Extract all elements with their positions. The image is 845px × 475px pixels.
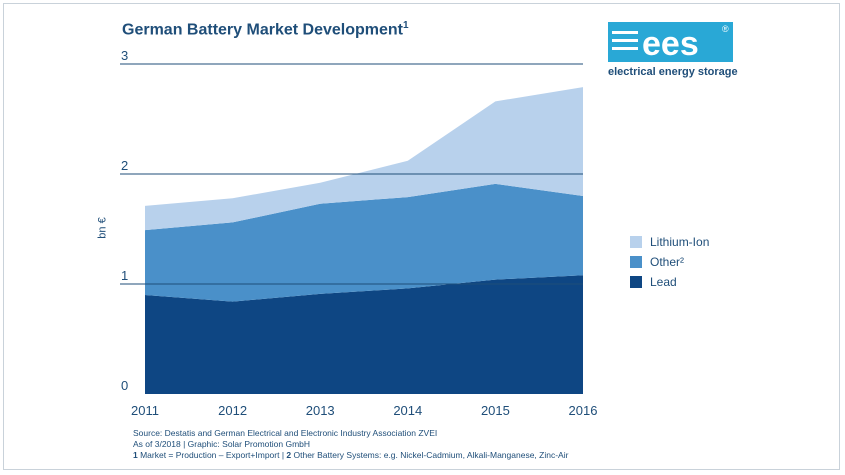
chart-areas bbox=[145, 87, 583, 394]
legend-swatch-other bbox=[630, 256, 642, 268]
chart-title-text: German Battery Market Development bbox=[122, 21, 403, 39]
title-footnote-mark: 1 bbox=[402, 20, 409, 31]
chart-frame bbox=[3, 3, 840, 470]
y-tick-1: 1 bbox=[121, 268, 128, 283]
legend-item-lead: Lead bbox=[630, 272, 709, 292]
area-lead bbox=[145, 275, 583, 394]
x-tick-labels: 2011 2012 2013 2014 2015 2016 bbox=[131, 403, 597, 418]
legend-item-lithium: Lithium-Ion bbox=[630, 232, 709, 252]
chart-title: German Battery Market Development1 bbox=[122, 20, 409, 39]
y-tick-2: 2 bbox=[121, 158, 128, 173]
x-tick-2011: 2011 bbox=[131, 403, 159, 418]
y-tick-0: 0 bbox=[121, 378, 128, 393]
ees-logo: ees ® bbox=[608, 22, 733, 63]
footnote-1-mark: 1 bbox=[133, 450, 138, 460]
area-other bbox=[145, 183, 583, 302]
logo-text: ees bbox=[642, 25, 699, 63]
x-tick-2014: 2014 bbox=[393, 403, 422, 418]
legend-label-lithium: Lithium-Ion bbox=[650, 235, 710, 249]
chart-legend: Lithium-Ion Other² Lead bbox=[630, 232, 709, 292]
footnote-1-text: Market = Production – Export+Import | bbox=[137, 450, 287, 460]
x-tick-2015: 2015 bbox=[481, 403, 510, 418]
y-tick-3: 3 bbox=[121, 48, 128, 63]
x-tick-2013: 2013 bbox=[306, 403, 335, 418]
x-tick-2016: 2016 bbox=[569, 403, 598, 418]
source-line-3: 1 Market = Production – Export+Import | … bbox=[133, 450, 568, 461]
legend-item-other: Other² bbox=[630, 252, 709, 272]
legend-label-lead: Lead bbox=[650, 275, 677, 289]
footnote-2-text: Other Battery Systems: e.g. Nickel-Cadmi… bbox=[291, 450, 569, 460]
logo-registered: ® bbox=[722, 24, 729, 34]
source-line-2: As of 3/2018 | Graphic: Solar Promotion … bbox=[133, 439, 311, 449]
legend-label-other: Other² bbox=[650, 255, 685, 269]
logo-tagline: electrical energy storage bbox=[608, 66, 738, 78]
source-line-1: Source: Destatis and German Electrical a… bbox=[133, 428, 438, 438]
y-tick-labels: 0 1 2 3 bbox=[121, 48, 128, 393]
footnote-2-mark: 2 bbox=[286, 450, 292, 460]
x-tick-2012: 2012 bbox=[218, 403, 247, 418]
chart-gridlines bbox=[120, 63, 583, 285]
legend-swatch-lithium bbox=[630, 236, 642, 248]
legend-swatch-lead bbox=[630, 276, 642, 288]
area-lithium-ion bbox=[145, 87, 583, 231]
source-notes: Source: Destatis and German Electrical a… bbox=[133, 428, 568, 461]
